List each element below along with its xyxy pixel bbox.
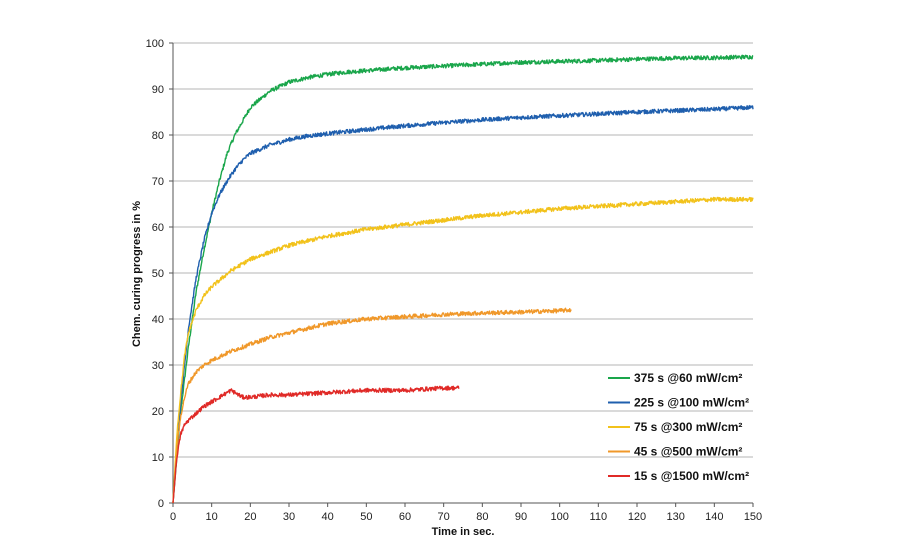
y-tick-label: 0 bbox=[158, 498, 164, 510]
x-tick-label: 0 bbox=[170, 511, 176, 523]
x-tick-label: 80 bbox=[476, 511, 488, 523]
series-lines bbox=[172, 54, 754, 504]
x-tick-label: 10 bbox=[206, 511, 218, 523]
series-line-4 bbox=[172, 385, 460, 504]
y-tick-label: 50 bbox=[152, 268, 164, 280]
x-tick-label: 40 bbox=[322, 511, 334, 523]
x-tick-label: 100 bbox=[550, 511, 568, 523]
series-line-1 bbox=[172, 104, 754, 504]
y-tick-label: 90 bbox=[152, 84, 164, 96]
x-tick-label: 50 bbox=[360, 511, 372, 523]
y-tick-label: 100 bbox=[146, 38, 164, 50]
x-tick-label: 30 bbox=[283, 511, 295, 523]
axes bbox=[169, 42, 754, 507]
y-tick-label: 60 bbox=[152, 222, 164, 234]
y-tick-label: 10 bbox=[152, 452, 164, 464]
series-line-0 bbox=[172, 54, 754, 504]
x-tick-label: 130 bbox=[666, 511, 684, 523]
y-tick-label: 80 bbox=[152, 130, 164, 142]
legend-label-4: 15 s @1500 mW/cm² bbox=[634, 469, 749, 483]
y-tick-label: 40 bbox=[152, 314, 164, 326]
y-tick-labels: 0 10 20 30 40 50 60 70 80 90 100 bbox=[146, 38, 164, 510]
series-line-3 bbox=[172, 307, 572, 504]
x-tick-label: 90 bbox=[515, 511, 527, 523]
legend-label-3: 45 s @500 mW/cm² bbox=[634, 445, 742, 459]
x-tick-label: 110 bbox=[590, 511, 608, 523]
legend: 375 s @60 mW/cm² 225 s @100 mW/cm² 75 s @3… bbox=[608, 371, 749, 483]
x-tick-label: 60 bbox=[399, 511, 411, 523]
x-tick-labels: 0 10 20 30 40 50 60 70 80 90 100 110 120 130 140 150 bbox=[170, 511, 762, 523]
y-tick-label: 20 bbox=[152, 406, 164, 418]
x-tick-label: 20 bbox=[244, 511, 256, 523]
legend-label-1: 225 s @100 mW/cm² bbox=[634, 396, 749, 410]
gridlines bbox=[173, 42, 753, 458]
y-axis-title: Chem. curing progress in % bbox=[131, 201, 143, 347]
series-line-2 bbox=[172, 196, 754, 504]
x-tick-label: 150 bbox=[744, 511, 762, 523]
x-tick-label: 140 bbox=[705, 511, 723, 523]
x-tick-label: 120 bbox=[628, 511, 646, 523]
legend-label-2: 75 s @300 mW/cm² bbox=[634, 420, 742, 434]
x-tick-label: 70 bbox=[438, 511, 450, 523]
x-axis-title: Time in sec. bbox=[432, 526, 495, 538]
y-tick-label: 30 bbox=[152, 360, 164, 372]
legend-label-0: 375 s @60 mW/cm² bbox=[634, 371, 742, 385]
y-tick-label: 70 bbox=[152, 176, 164, 188]
